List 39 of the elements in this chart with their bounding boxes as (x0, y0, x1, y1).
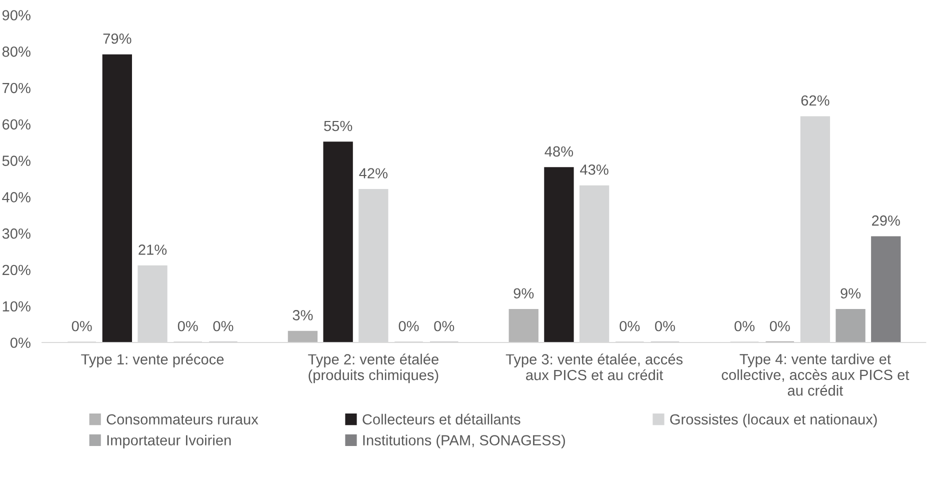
y-tick-label: 0% (10, 338, 30, 348)
data-label: 21% (138, 244, 167, 255)
legend-label: Importateur Ivoirien (107, 434, 231, 448)
x-tick-label: Type 4: vente tardive et collective, accès aux PICS et au crédit (722, 354, 910, 396)
data-label: 48% (544, 146, 574, 157)
legend-label: Collecteurs et détaillants (362, 414, 520, 425)
y-tick-label: 60% (2, 119, 30, 130)
y-tick-label: 80% (2, 46, 30, 57)
data-label: 0% (72, 320, 92, 332)
y-tick-label: 40% (2, 192, 30, 202)
legend-label: Institutions (PAM, SONAGESS) (363, 434, 565, 448)
data-label: 3% (292, 310, 313, 320)
data-label: 29% (872, 215, 900, 226)
data-label: 43% (580, 164, 608, 175)
legend-label: Grossistes (locaux et nationaux) (670, 414, 877, 428)
data-label: 0% (655, 320, 676, 332)
data-label: 55% (324, 120, 352, 132)
y-tick-label: 30% (2, 228, 30, 239)
y-tick-label: 10% (2, 301, 30, 312)
x-tick-label: Type 3: vente étalée, accés aux PICS et au crédit (506, 354, 683, 380)
data-label: 0% (734, 320, 755, 332)
legend-label: Consommateurs ruraux (106, 414, 258, 425)
data-label: 79% (103, 33, 132, 44)
y-tick-label: 50% (2, 156, 30, 166)
data-label: 42% (359, 168, 388, 178)
data-label: 62% (801, 95, 830, 106)
y-tick-label: 70% (2, 82, 30, 94)
y-tick-label: 20% (2, 264, 30, 276)
x-tick-label: Type 1: vente précoce (81, 354, 224, 368)
data-label: 0% (620, 320, 640, 332)
x-tick-label: Type 2: vente étalée (produits chimiques) (308, 354, 438, 384)
data-label: 0% (434, 320, 454, 332)
data-label: 9% (514, 288, 534, 299)
data-label: 0% (178, 320, 198, 332)
data-label: 0% (770, 320, 790, 332)
data-label: 9% (840, 288, 861, 299)
data-label: 0% (398, 320, 419, 332)
y-tick-label: 90% (2, 10, 30, 20)
data-label: 0% (213, 320, 234, 332)
